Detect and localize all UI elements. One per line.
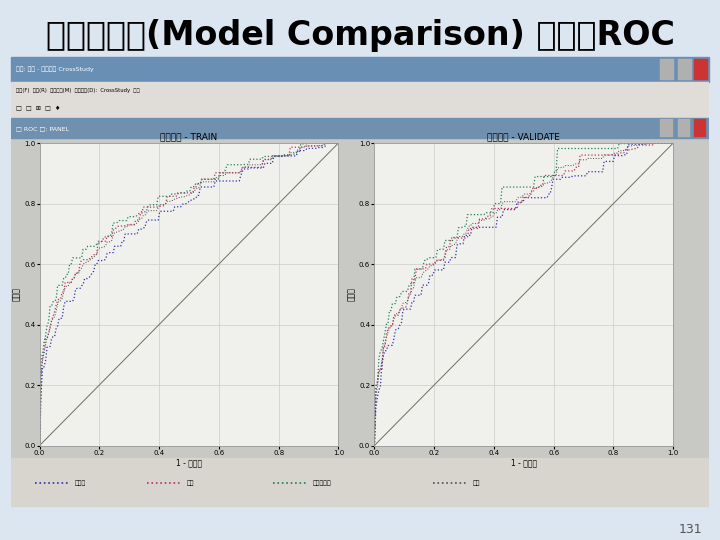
Title: 資料角色 - TRAIN: 資料角色 - TRAIN [161,132,217,141]
Y-axis label: 敏感性: 敏感性 [347,287,356,301]
Bar [694,119,706,138]
Text: 跨模型比較(Model Comparison) 結果：ROC: 跨模型比較(Model Comparison) 結果：ROC [45,19,675,52]
Bar [11,100,709,118]
Bar [11,138,709,458]
X-axis label: 1 - 特異性: 1 - 特異性 [176,458,202,468]
Bar [678,119,690,138]
Title: 資料角色 - VALIDATE: 資料角色 - VALIDATE [487,132,560,141]
Text: 迴歸: 迴歸 [186,480,194,486]
Text: 檔案(F)  結果(R)  比較模型(M)  資料類型(D):  CrossStudy  比較: 檔案(F) 結果(R) 比較模型(M) 資料類型(D): CrossStudy … [17,88,140,93]
Bar [11,458,709,506]
X-axis label: 1 - 特異性: 1 - 特異性 [510,458,537,468]
Text: □  □  ⊞  □  ♦: □ □ ⊞ □ ♦ [17,106,61,111]
Text: 平均: 平均 [473,480,481,486]
Bar [678,58,692,80]
Text: 決策樹: 決策樹 [75,480,86,486]
Bar [11,82,709,100]
Text: 131: 131 [678,523,702,536]
Y-axis label: 敏感性: 敏感性 [12,287,22,301]
Bar [660,119,673,138]
Bar [11,57,709,82]
Text: 結果: 比較 - 比較模型 CrossStudy: 結果: 比較 - 比較模型 CrossStudy [17,66,94,72]
Bar [694,58,708,80]
Bar [660,58,675,80]
Text: □ ROC □: PANEL: □ ROC □: PANEL [17,126,70,131]
Bar [11,118,709,138]
Text: 類神經網路: 類神經網路 [312,480,331,486]
